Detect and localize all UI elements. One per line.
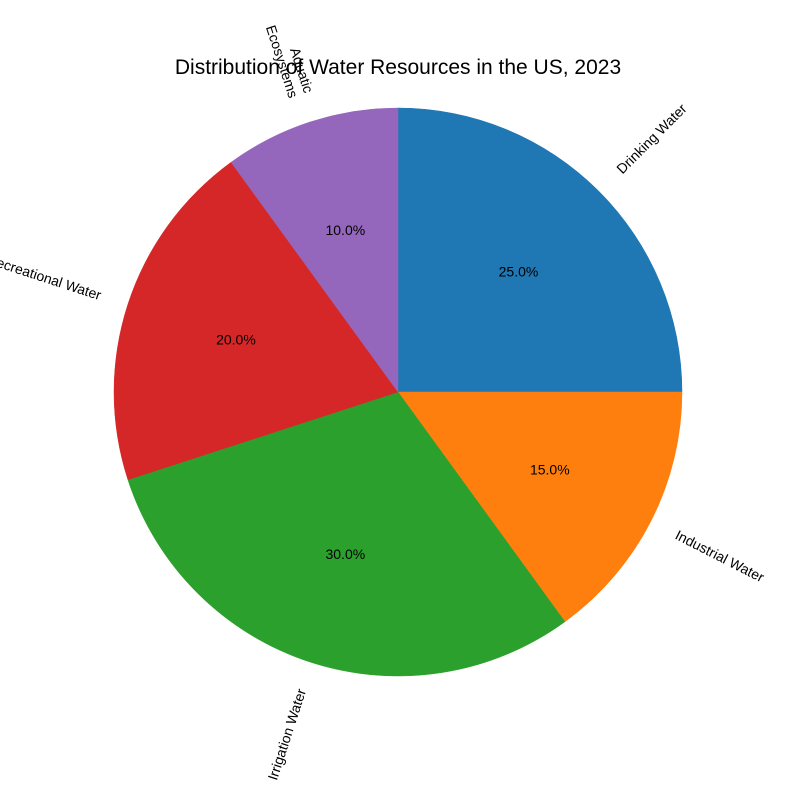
label-drinking-water: Drinking Water <box>613 100 690 177</box>
slice-aquatic-ecosystems <box>230 107 399 393</box>
slice-recreational-water <box>113 161 399 481</box>
chart-title: Distribution of Water Resources in the U… <box>175 56 621 79</box>
label-recreational-water: Recreational Water <box>0 251 104 303</box>
pct-aquatic-ecosystems: 10.0% <box>325 222 365 238</box>
label-industrial-water: Industrial Water <box>673 527 767 586</box>
percent-labels: 25.0% 15.0% 30.0% 20.0% 10.0% <box>216 222 570 562</box>
pie-slices <box>113 107 683 677</box>
pct-drinking-water: 25.0% <box>499 264 539 280</box>
slice-irrigation-water <box>127 391 566 677</box>
slice-drinking-water <box>397 107 683 393</box>
pct-industrial-water: 15.0% <box>530 461 570 477</box>
pct-recreational-water: 20.0% <box>216 331 256 347</box>
pct-irrigation-water: 30.0% <box>325 546 365 562</box>
label-irrigation-water: Irrigation Water <box>264 686 309 782</box>
slice-industrial-water <box>397 391 683 623</box>
